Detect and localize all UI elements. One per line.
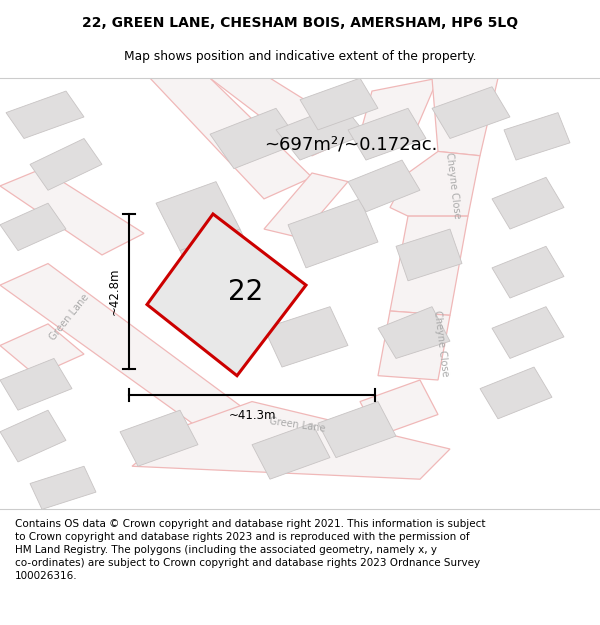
- Polygon shape: [390, 151, 480, 216]
- Polygon shape: [0, 264, 252, 436]
- Polygon shape: [264, 173, 348, 238]
- Text: Contains OS data © Crown copyright and database right 2021. This information is : Contains OS data © Crown copyright and d…: [15, 519, 485, 581]
- Polygon shape: [156, 182, 240, 251]
- Polygon shape: [288, 199, 378, 268]
- Text: ~697m²/~0.172ac.: ~697m²/~0.172ac.: [264, 136, 437, 154]
- Polygon shape: [180, 229, 258, 289]
- Polygon shape: [120, 410, 198, 466]
- Polygon shape: [264, 307, 348, 367]
- Polygon shape: [492, 246, 564, 298]
- Polygon shape: [348, 108, 426, 160]
- Polygon shape: [0, 358, 72, 410]
- Polygon shape: [432, 87, 510, 139]
- Text: ~42.8m: ~42.8m: [107, 268, 121, 316]
- Polygon shape: [504, 112, 570, 160]
- Polygon shape: [480, 367, 552, 419]
- Polygon shape: [210, 108, 300, 169]
- Text: ~41.3m: ~41.3m: [228, 409, 276, 422]
- Polygon shape: [432, 78, 498, 156]
- Text: Map shows position and indicative extent of the property.: Map shows position and indicative extent…: [124, 50, 476, 62]
- Polygon shape: [318, 401, 396, 458]
- Text: Cheyne Close: Cheyne Close: [444, 152, 462, 219]
- Polygon shape: [30, 466, 96, 509]
- Polygon shape: [6, 91, 84, 139]
- Polygon shape: [276, 104, 366, 160]
- Polygon shape: [396, 229, 462, 281]
- Polygon shape: [132, 401, 450, 479]
- Polygon shape: [300, 78, 378, 130]
- Polygon shape: [0, 324, 84, 376]
- Polygon shape: [150, 78, 312, 199]
- Polygon shape: [30, 139, 102, 190]
- Polygon shape: [252, 423, 330, 479]
- Polygon shape: [492, 177, 564, 229]
- Polygon shape: [0, 169, 144, 255]
- Polygon shape: [378, 311, 450, 380]
- Polygon shape: [0, 410, 66, 462]
- Polygon shape: [210, 78, 360, 156]
- Text: 22, GREEN LANE, CHESHAM BOIS, AMERSHAM, HP6 5LQ: 22, GREEN LANE, CHESHAM BOIS, AMERSHAM, …: [82, 16, 518, 31]
- Text: 22: 22: [229, 278, 263, 306]
- Polygon shape: [360, 380, 438, 436]
- Text: Cheyne Close: Cheyne Close: [432, 309, 450, 377]
- Polygon shape: [492, 307, 564, 358]
- Polygon shape: [378, 307, 450, 358]
- Text: Green Lane: Green Lane: [47, 292, 91, 342]
- Polygon shape: [0, 203, 66, 251]
- Polygon shape: [360, 78, 438, 134]
- Polygon shape: [390, 216, 468, 315]
- Text: Green Lane: Green Lane: [268, 416, 326, 434]
- Polygon shape: [348, 160, 420, 212]
- Polygon shape: [147, 214, 306, 376]
